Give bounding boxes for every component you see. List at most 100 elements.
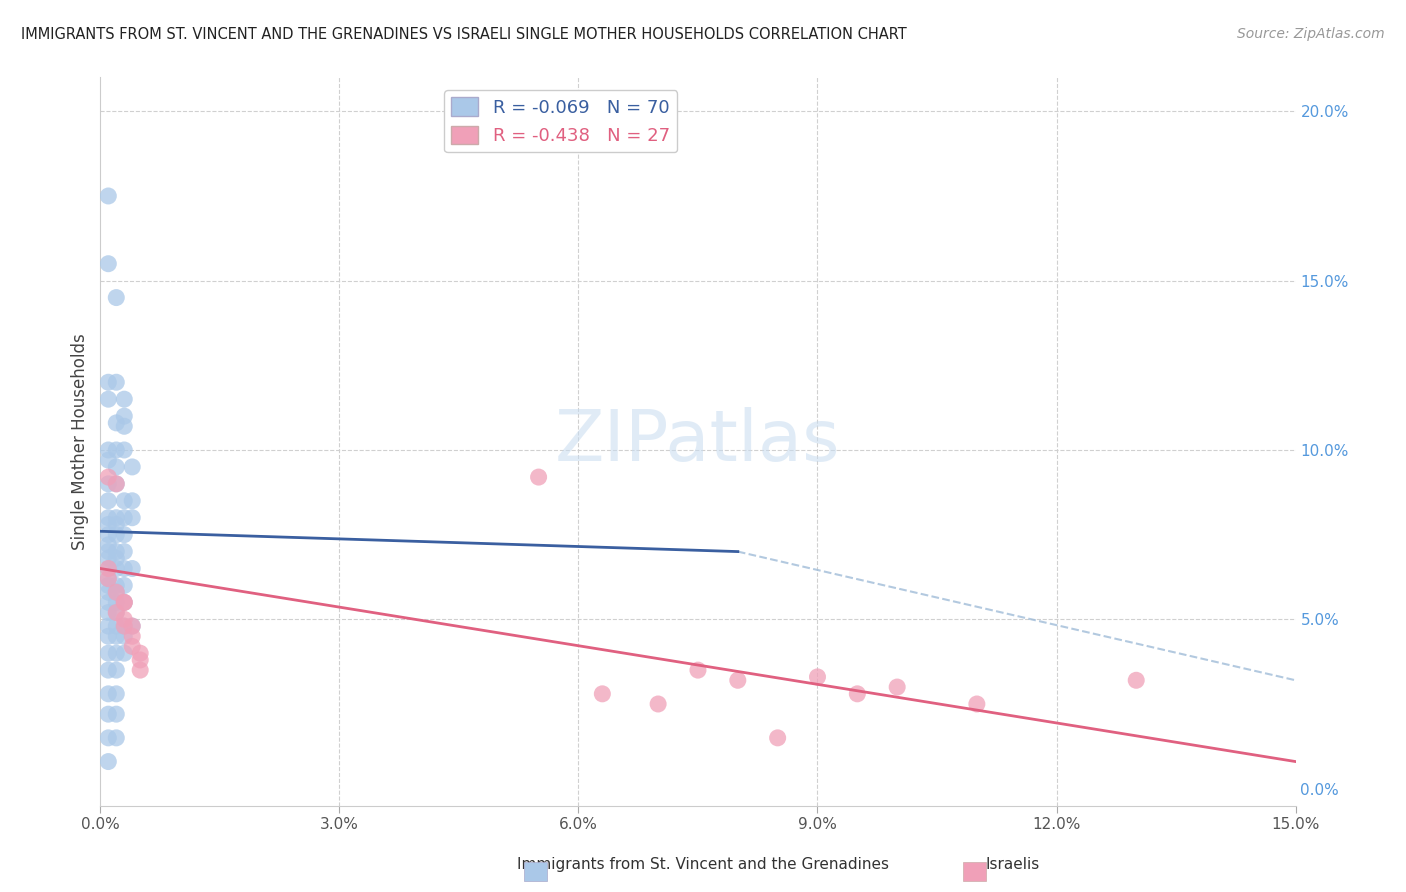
Point — [97, 517, 120, 532]
Point — [121, 493, 143, 508]
Point — [112, 619, 135, 633]
Point — [97, 510, 120, 524]
Point — [97, 561, 120, 575]
Point — [112, 629, 135, 643]
Y-axis label: Single Mother Households: Single Mother Households — [72, 333, 89, 549]
Point — [112, 578, 135, 592]
Point — [766, 731, 789, 745]
Point — [97, 493, 120, 508]
Point — [121, 640, 143, 654]
Point — [97, 561, 120, 575]
Point — [105, 416, 128, 430]
Point — [129, 653, 152, 667]
Point — [121, 629, 143, 643]
Point — [591, 687, 613, 701]
Point — [97, 551, 120, 566]
Point — [97, 538, 120, 552]
Text: Immigrants from St. Vincent and the Grenadines: Immigrants from St. Vincent and the Gren… — [517, 857, 889, 872]
Point — [105, 687, 128, 701]
Point — [105, 561, 128, 575]
Point — [105, 291, 128, 305]
Point — [686, 663, 709, 677]
Point — [105, 619, 128, 633]
Point — [105, 551, 128, 566]
Point — [105, 476, 128, 491]
Point — [105, 578, 128, 592]
Point — [97, 392, 120, 407]
Point — [97, 578, 120, 592]
Point — [97, 453, 120, 467]
Point — [97, 189, 120, 203]
Point — [97, 619, 120, 633]
Point — [97, 646, 120, 660]
Point — [112, 544, 135, 558]
Legend: R = -0.069   N = 70, R = -0.438   N = 27: R = -0.069 N = 70, R = -0.438 N = 27 — [444, 90, 678, 153]
Point — [129, 646, 152, 660]
Point — [112, 646, 135, 660]
Point — [112, 510, 135, 524]
Point — [105, 646, 128, 660]
Point — [105, 731, 128, 745]
Point — [97, 585, 120, 599]
Text: Source: ZipAtlas.com: Source: ZipAtlas.com — [1237, 27, 1385, 41]
Point — [97, 687, 120, 701]
Point — [112, 561, 135, 575]
Point — [112, 409, 135, 423]
Point — [121, 619, 143, 633]
Point — [97, 544, 120, 558]
Point — [97, 572, 120, 586]
Point — [112, 595, 135, 609]
Point — [97, 527, 120, 541]
Point — [105, 442, 128, 457]
Point — [966, 697, 988, 711]
Point — [105, 544, 128, 558]
Point — [105, 527, 128, 541]
Point — [105, 629, 128, 643]
Point — [105, 585, 128, 599]
Point — [105, 663, 128, 677]
Point — [97, 731, 120, 745]
Point — [97, 707, 120, 722]
Point — [846, 687, 869, 701]
Point — [97, 442, 120, 457]
Point — [806, 670, 828, 684]
Point — [112, 527, 135, 541]
Point — [105, 459, 128, 474]
Point — [121, 561, 143, 575]
Point — [112, 595, 135, 609]
Point — [527, 470, 550, 484]
Point — [112, 595, 135, 609]
Point — [97, 755, 120, 769]
Point — [112, 442, 135, 457]
Point — [105, 376, 128, 390]
Point — [112, 612, 135, 626]
Text: Israelis: Israelis — [986, 857, 1039, 872]
Point — [97, 595, 120, 609]
Point — [105, 707, 128, 722]
Point — [97, 606, 120, 620]
Point — [97, 376, 120, 390]
Text: IMMIGRANTS FROM ST. VINCENT AND THE GRENADINES VS ISRAELI SINGLE MOTHER HOUSEHOL: IMMIGRANTS FROM ST. VINCENT AND THE GREN… — [21, 27, 907, 42]
Point — [105, 585, 128, 599]
Point — [97, 470, 120, 484]
Point — [129, 663, 152, 677]
Point — [886, 680, 908, 694]
Point — [121, 459, 143, 474]
Point — [105, 606, 128, 620]
Text: ZIPatlas: ZIPatlas — [555, 407, 841, 476]
Point — [105, 476, 128, 491]
Point — [105, 606, 128, 620]
Point — [97, 476, 120, 491]
Point — [105, 510, 128, 524]
Point — [105, 595, 128, 609]
Point — [105, 517, 128, 532]
Point — [121, 510, 143, 524]
Point — [112, 619, 135, 633]
Point — [121, 619, 143, 633]
Point — [112, 493, 135, 508]
Point — [97, 629, 120, 643]
Point — [727, 673, 749, 688]
Point — [97, 572, 120, 586]
Point — [97, 663, 120, 677]
Point — [97, 257, 120, 271]
